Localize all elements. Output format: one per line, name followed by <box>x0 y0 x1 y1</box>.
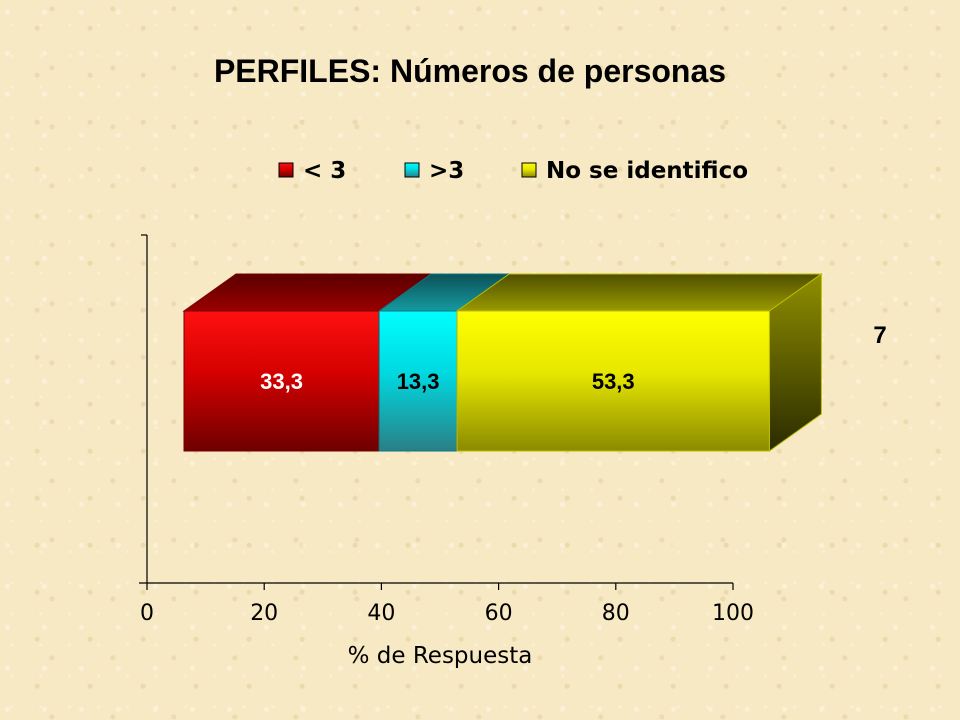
bars <box>182 273 823 452</box>
bar-segment <box>456 310 770 452</box>
x-tick-label: 40 <box>367 601 395 626</box>
data-label: 53,3 <box>592 369 635 394</box>
bar-top-face <box>455 273 823 312</box>
data-label: 13,3 <box>397 369 440 394</box>
legend-swatch <box>278 162 294 178</box>
x-tick-label: 100 <box>712 601 754 626</box>
legend-label: No se identifico <box>546 158 748 184</box>
x-tick-label: 20 <box>250 601 278 626</box>
bar-segment <box>183 310 380 452</box>
data-labels: 33,3 13,3 53,3 <box>260 369 635 394</box>
x-tick-label: 80 <box>602 601 630 626</box>
axes: 0 20 40 60 80 100 <box>139 234 754 626</box>
x-axis-label: % de Respuesta <box>348 643 533 669</box>
legend-swatch <box>521 162 537 178</box>
data-label: 33,3 <box>260 369 303 394</box>
x-tick-label: 0 <box>140 601 154 626</box>
legend: < 3 >3 No se identifico <box>278 158 748 184</box>
chart-title: PERFILES: Números de personas <box>214 53 726 89</box>
bar-segment <box>378 310 458 452</box>
category-label: 7 <box>873 322 886 349</box>
legend-swatch <box>404 162 420 178</box>
legend-label: >3 <box>429 158 464 184</box>
x-tick-label: 60 <box>485 601 513 626</box>
legend-label: < 3 <box>303 158 346 184</box>
